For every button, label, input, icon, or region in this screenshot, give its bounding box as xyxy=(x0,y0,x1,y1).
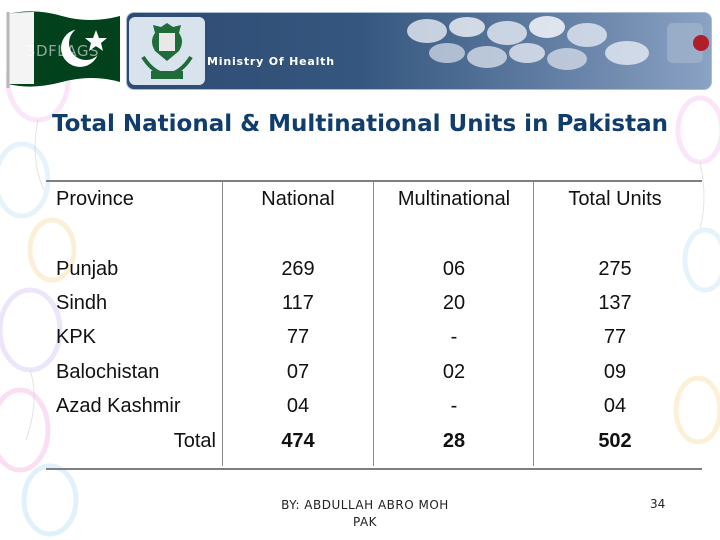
footer-author: BY: ABDULLAH ABRO MOH PAK xyxy=(240,497,490,531)
national-total: 474 xyxy=(281,430,315,452)
total-units-cell: 09 xyxy=(603,361,627,383)
pills-banner-image xyxy=(407,16,709,70)
multinational-cell: - xyxy=(450,326,458,348)
header-national: National xyxy=(261,188,335,210)
units-table xyxy=(46,180,702,470)
column-divider xyxy=(222,182,223,466)
multinational-cell: 06 xyxy=(442,258,466,280)
ministry-banner: Ministry Of Health xyxy=(126,12,712,90)
column-divider xyxy=(373,182,374,466)
multinational-cell: 02 xyxy=(442,361,466,383)
header-province: Province xyxy=(56,188,134,210)
multinational-cell: 20 xyxy=(442,292,466,314)
state-emblem-icon xyxy=(141,23,193,79)
footer-author-line1: BY: ABDULLAH ABRO MOH xyxy=(281,498,449,512)
multinational-cell: - xyxy=(450,395,458,417)
province-cell: Balochistan xyxy=(56,361,160,383)
national-cell: 07 xyxy=(286,361,310,383)
units-total: 502 xyxy=(598,430,632,452)
column-divider xyxy=(533,182,534,466)
header-multinational: Multinational xyxy=(397,188,511,210)
national-cell: 04 xyxy=(286,395,310,417)
banner-title: Ministry Of Health xyxy=(207,55,335,68)
slide-title: Total National & Multinational Units in … xyxy=(52,111,668,137)
national-cell: 77 xyxy=(286,326,310,348)
total-units-cell: 137 xyxy=(598,292,632,314)
national-cell: 117 xyxy=(282,292,314,314)
total-units-cell: 04 xyxy=(603,395,627,417)
total-units-cell: 275 xyxy=(598,258,632,280)
header-total-units: Total Units xyxy=(568,188,662,210)
province-cell: Sindh xyxy=(56,292,108,314)
total-label: Total xyxy=(173,430,216,452)
footer-author-line2: PAK xyxy=(352,515,378,529)
pakistan-flag-icon xyxy=(6,11,120,88)
province-cell: Punjab xyxy=(56,258,119,280)
national-cell: 269 xyxy=(281,258,315,280)
page-number: 34 xyxy=(650,497,666,511)
province-cell: KPK xyxy=(56,326,97,348)
flag-watermark-text: 3DFLAGS xyxy=(26,42,100,60)
multinational-total: 28 xyxy=(442,430,466,452)
total-units-cell: 77 xyxy=(603,326,627,348)
province-cell: Azad Kashmir xyxy=(56,395,181,417)
state-emblem xyxy=(129,17,205,85)
